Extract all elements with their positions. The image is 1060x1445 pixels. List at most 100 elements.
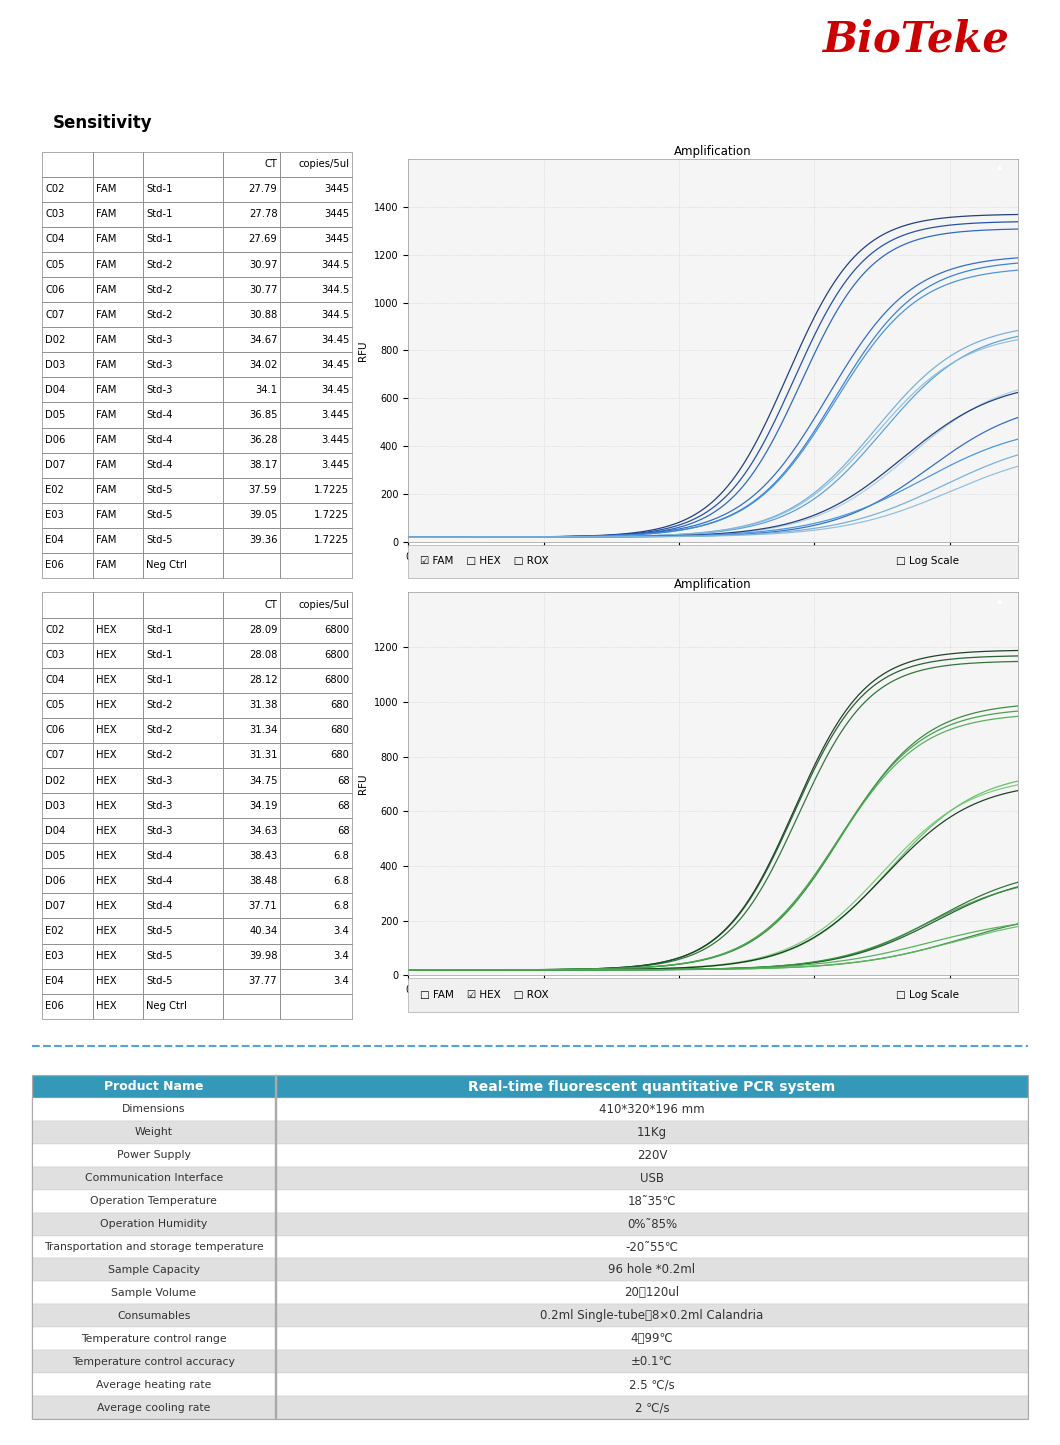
Bar [42, 327, 93, 353]
Text: Std-5: Std-5 [146, 536, 173, 545]
Text: FAM: FAM [95, 234, 117, 244]
Bar [223, 302, 280, 327]
Bar [93, 767, 143, 793]
Text: 39.36: 39.36 [249, 536, 278, 545]
Bar [223, 152, 280, 176]
Bar [280, 617, 352, 643]
Text: 34.45: 34.45 [321, 360, 350, 370]
Text: 27.69: 27.69 [249, 234, 278, 244]
Bar [143, 968, 223, 994]
Text: FAM: FAM [95, 260, 117, 270]
Text: 36.28: 36.28 [249, 435, 278, 445]
Bar [143, 478, 223, 503]
Text: 20～120ul: 20～120ul [624, 1286, 679, 1299]
Text: 1.7225: 1.7225 [315, 536, 350, 545]
Text: HEX: HEX [95, 650, 117, 660]
Bar [223, 767, 280, 793]
Bar [280, 176, 352, 202]
Bar [143, 227, 223, 251]
Text: FAM: FAM [95, 486, 117, 496]
Bar [280, 202, 352, 227]
Bar [42, 868, 93, 893]
Text: 3.4: 3.4 [334, 951, 350, 961]
Bar [143, 844, 223, 868]
Bar [276, 1075, 1028, 1098]
Bar [42, 503, 93, 527]
Text: Std-2: Std-2 [146, 750, 173, 760]
Bar [42, 452, 93, 478]
Bar [280, 377, 352, 403]
Bar [32, 1282, 276, 1305]
Text: E06: E06 [46, 1001, 65, 1011]
Bar [93, 302, 143, 327]
Bar [223, 478, 280, 503]
Bar [42, 743, 93, 767]
Text: D07: D07 [46, 900, 66, 910]
Text: 31.34: 31.34 [249, 725, 278, 736]
Bar [32, 1328, 276, 1350]
Text: Sample Volume: Sample Volume [111, 1287, 196, 1298]
Text: Neg Ctrl: Neg Ctrl [146, 1001, 187, 1011]
Bar [42, 718, 93, 743]
Bar [280, 251, 352, 277]
Bar [93, 428, 143, 452]
Bar [276, 1328, 1028, 1350]
Bar [143, 818, 223, 844]
Text: 34.63: 34.63 [249, 825, 278, 835]
Text: C06: C06 [46, 725, 65, 736]
Bar [42, 919, 93, 944]
Text: D02: D02 [46, 776, 66, 786]
Text: ±0.1℃: ±0.1℃ [631, 1355, 673, 1368]
Bar [42, 428, 93, 452]
Text: 31.38: 31.38 [249, 701, 278, 711]
Bar [42, 767, 93, 793]
Bar [223, 844, 280, 868]
Text: D03: D03 [46, 801, 66, 811]
Bar [223, 893, 280, 919]
Bar [93, 527, 143, 553]
Text: HEX: HEX [95, 926, 117, 936]
Bar [93, 643, 143, 668]
Bar [93, 592, 143, 617]
Text: 38.17: 38.17 [249, 460, 278, 470]
Bar [276, 1189, 1028, 1212]
Text: Neg Ctrl: Neg Ctrl [146, 561, 187, 571]
Bar [143, 944, 223, 968]
Text: 37.59: 37.59 [249, 486, 278, 496]
Text: 0%˜85%: 0%˜85% [628, 1218, 677, 1231]
Text: 2.5 ℃/s: 2.5 ℃/s [630, 1379, 675, 1392]
Text: E04: E04 [46, 977, 64, 985]
Bar [280, 793, 352, 818]
Text: Std-2: Std-2 [146, 260, 173, 270]
Text: 28.12: 28.12 [249, 675, 278, 685]
Text: FAM: FAM [95, 360, 117, 370]
Text: 344.5: 344.5 [321, 260, 350, 270]
Text: Power Supply: Power Supply [117, 1150, 191, 1160]
Text: HEX: HEX [95, 626, 117, 634]
Text: D05: D05 [46, 410, 66, 420]
Text: □ Log Scale: □ Log Scale [896, 990, 958, 1000]
Bar [42, 968, 93, 994]
Bar [223, 176, 280, 202]
Bar [143, 994, 223, 1019]
Text: 34.1: 34.1 [255, 384, 278, 394]
Text: Std-3: Std-3 [146, 825, 173, 835]
Text: Operation Humidity: Operation Humidity [101, 1220, 208, 1230]
Text: 6.8: 6.8 [334, 851, 350, 861]
Bar [223, 353, 280, 377]
Text: FAM: FAM [95, 309, 117, 319]
Text: E04: E04 [46, 536, 64, 545]
Bar [223, 643, 280, 668]
Bar [32, 1212, 276, 1235]
Text: 344.5: 344.5 [321, 309, 350, 319]
Text: HEX: HEX [95, 725, 117, 736]
Bar [93, 818, 143, 844]
Text: Std-4: Std-4 [146, 410, 173, 420]
Text: FAM: FAM [95, 384, 117, 394]
Text: C07: C07 [46, 750, 65, 760]
Text: 1.7225: 1.7225 [315, 486, 350, 496]
Text: 1.7225: 1.7225 [315, 510, 350, 520]
Text: 3.4: 3.4 [334, 926, 350, 936]
Text: FAM: FAM [95, 561, 117, 571]
Text: 40.34: 40.34 [249, 926, 278, 936]
